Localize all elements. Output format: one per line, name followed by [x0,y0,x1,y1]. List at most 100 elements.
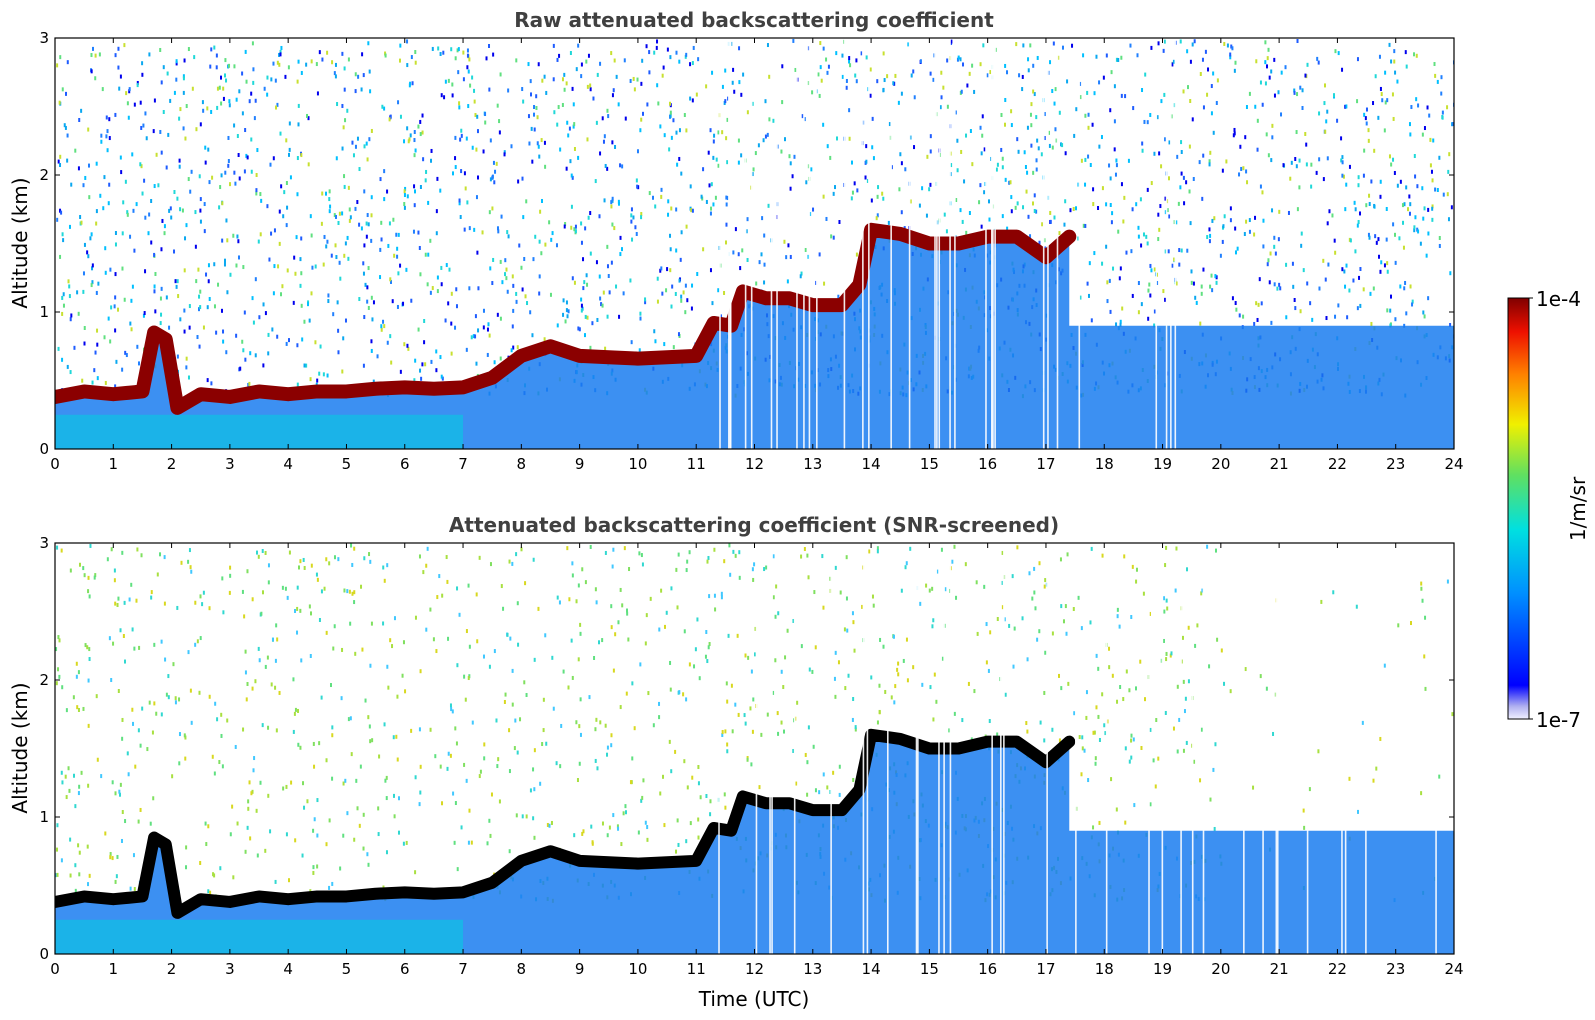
noise-speckle [630,340,633,345]
noise-speckle [1271,208,1274,213]
noise-speckle [1029,43,1032,48]
noise-speckle [1266,262,1269,267]
noise-speckle [1147,316,1150,321]
noise-speckle [1413,154,1416,159]
noise-speckle [131,284,134,289]
noise-speckle [1315,170,1318,175]
noise-speckle [136,83,139,88]
noise-speckle [222,329,225,334]
noise-speckle [640,798,643,803]
noise-speckle [309,653,312,658]
noise-speckle [504,258,507,263]
x-tick-label: 12 [745,960,764,978]
noise-speckle [358,297,361,302]
noise-speckle [1038,561,1041,566]
noise-speckle [251,41,254,46]
noise-speckle [558,600,561,605]
noise-speckle [1449,323,1452,328]
noise-speckle [652,723,655,728]
data-gap-line [868,38,870,449]
noise-speckle [534,234,537,239]
noise-speckle [488,333,491,338]
noise-speckle [199,289,202,294]
noise-speckle [418,554,421,559]
noise-speckle [478,774,481,779]
noise-speckle [536,141,539,146]
noise-speckle [284,586,287,591]
noise-speckle [495,161,498,166]
noise-speckle [470,335,473,340]
noise-speckle [1440,91,1443,96]
noise-speckle [654,339,657,344]
noise-speckle [338,260,341,265]
noise-speckle [599,151,602,156]
noise-speckle [341,51,344,56]
noise-speckle [477,328,480,333]
noise-speckle [439,188,442,193]
noise-speckle [331,881,334,886]
noise-speckle [370,238,373,243]
noise-speckle [1122,219,1125,224]
noise-speckle [1030,102,1033,107]
noise-speckle [94,573,97,578]
noise-speckle [1429,163,1432,168]
noise-speckle [360,87,363,92]
noise-speckle [1170,651,1173,656]
noise-speckle [1438,155,1441,160]
noise-speckle [331,725,334,730]
noise-speckle [279,49,282,54]
noise-speckle [762,138,765,143]
noise-speckle [1135,686,1138,691]
noise-speckle [825,216,828,221]
noise-speckle [447,636,450,641]
noise-speckle [814,788,817,793]
noise-speckle [349,215,352,220]
noise-speckle [340,696,343,701]
noise-speckle [1377,115,1380,120]
noise-speckle [493,360,496,365]
noise-speckle [721,732,724,737]
noise-speckle [586,282,589,287]
noise-speckle [482,325,485,330]
noise-speckle [342,125,345,130]
noise-speckle [1208,227,1211,232]
noise-speckle [1425,253,1428,258]
noise-speckle [88,594,91,599]
noise-speckle [1155,718,1158,723]
noise-speckle [1256,118,1259,123]
noise-speckle [904,167,907,172]
noise-speckle [1146,120,1149,125]
noise-speckle [463,171,466,176]
noise-speckle [786,628,789,633]
noise-speckle [256,550,259,555]
noise-speckle [297,103,300,108]
noise-speckle [1191,117,1194,122]
noise-speckle [203,229,206,234]
noise-speckle [1341,155,1344,160]
x-tick-label: 5 [342,960,352,978]
noise-speckle [524,294,527,299]
noise-speckle [811,669,814,674]
noise-speckle [742,72,745,77]
noise-speckle [332,646,335,651]
noise-speckle [606,166,609,171]
noise-speckle [288,147,291,152]
noise-speckle [223,258,226,263]
noise-speckle [1208,664,1211,669]
noise-speckle [59,55,62,60]
noise-speckle [1181,635,1184,640]
noise-speckle [667,212,670,217]
noise-speckle [1003,122,1006,127]
noise-speckle [1432,138,1435,143]
noise-speckle [1391,92,1394,97]
noise-speckle [525,199,528,204]
noise-speckle [1038,240,1041,245]
noise-speckle [1109,203,1112,208]
noise-speckle [1234,301,1237,306]
noise-speckle [83,573,86,578]
noise-speckle [458,101,461,106]
noise-speckle [542,697,545,702]
noise-speckle [87,723,90,728]
noise-speckle [508,728,511,733]
noise-speckle [581,831,584,836]
